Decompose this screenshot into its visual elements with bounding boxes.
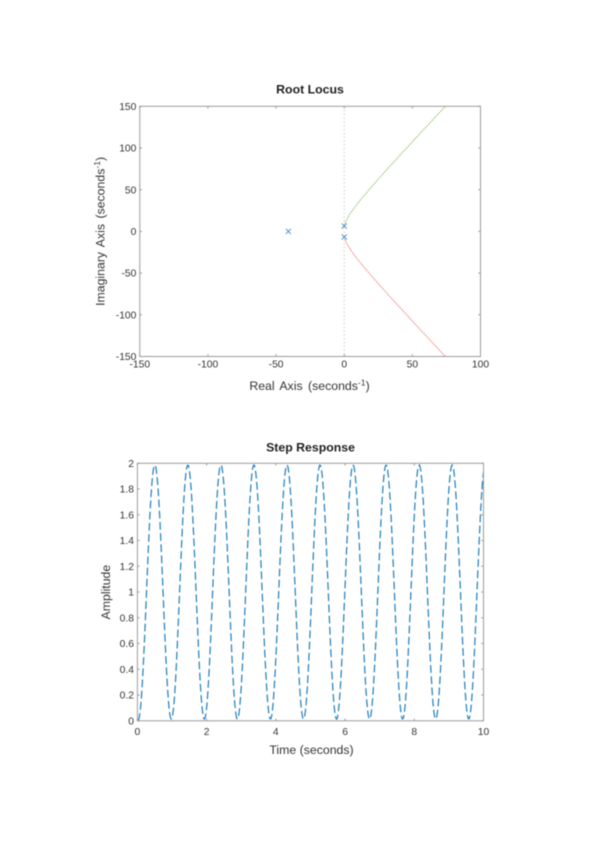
- svg-text:10: 10: [478, 727, 490, 738]
- svg-text:1.6: 1.6: [120, 510, 135, 521]
- svg-text:-50: -50: [269, 359, 284, 370]
- svg-text:-100: -100: [198, 359, 219, 370]
- svg-text:4: 4: [273, 727, 279, 738]
- svg-text:50: 50: [125, 185, 137, 196]
- svg-text:Real Axis (seconds-1): Real Axis (seconds-1): [249, 378, 369, 394]
- svg-text:1.2: 1.2: [120, 562, 135, 573]
- svg-text:Imaginary Axis (seconds-1): Imaginary Axis (seconds-1): [92, 157, 108, 306]
- svg-text:Step Response: Step Response: [266, 440, 355, 454]
- svg-text:Root Locus: Root Locus: [276, 82, 344, 96]
- svg-text:1: 1: [128, 588, 134, 599]
- svg-text:Time (seconds): Time (seconds): [269, 743, 353, 757]
- svg-text:50: 50: [407, 359, 419, 370]
- svg-text:0: 0: [128, 716, 134, 727]
- svg-text:100: 100: [119, 144, 136, 155]
- svg-text:0.6: 0.6: [120, 639, 135, 650]
- svg-text:-50: -50: [122, 269, 137, 280]
- svg-text:0.4: 0.4: [120, 665, 135, 676]
- svg-text:0: 0: [341, 359, 347, 370]
- svg-text:6: 6: [342, 727, 348, 738]
- svg-text:2: 2: [128, 459, 134, 470]
- svg-text:2: 2: [204, 727, 210, 738]
- svg-text:-150: -150: [129, 359, 150, 370]
- svg-text:100: 100: [472, 359, 489, 370]
- svg-text:-150: -150: [116, 352, 137, 363]
- svg-text:150: 150: [119, 102, 136, 113]
- svg-text:Amplitude: Amplitude: [99, 565, 113, 620]
- svg-text:1.4: 1.4: [120, 536, 135, 547]
- svg-text:0.8: 0.8: [120, 613, 135, 624]
- svg-text:0.2: 0.2: [120, 691, 135, 702]
- svg-text:1.8: 1.8: [120, 485, 135, 496]
- svg-text:-100: -100: [116, 310, 137, 321]
- svg-text:8: 8: [411, 727, 417, 738]
- svg-text:0: 0: [131, 227, 137, 238]
- svg-text:0: 0: [135, 727, 141, 738]
